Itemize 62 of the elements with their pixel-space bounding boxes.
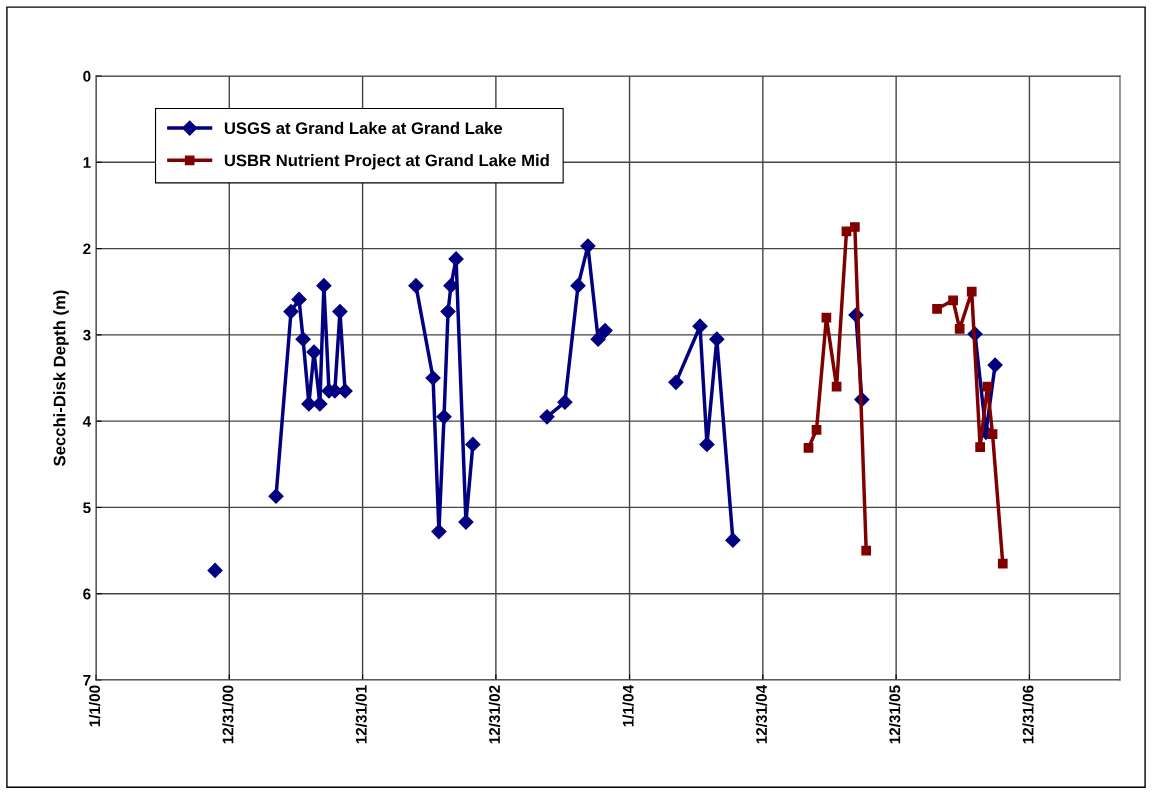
y-axis-title: Secchi-Disk Depth (m)	[53, 290, 69, 466]
point	[699, 436, 715, 453]
point	[597, 322, 613, 339]
point	[580, 238, 596, 254]
y-tick-label: 4	[82, 416, 92, 427]
point	[443, 278, 459, 294]
point	[283, 303, 299, 320]
point	[332, 303, 348, 320]
point	[301, 396, 317, 412]
point	[408, 278, 424, 294]
point	[458, 514, 474, 530]
point	[709, 331, 725, 347]
point	[948, 295, 958, 306]
point	[268, 488, 284, 504]
point	[436, 409, 452, 425]
point	[850, 222, 860, 232]
point	[431, 524, 447, 540]
point	[570, 278, 586, 294]
y-tick-label: 6	[83, 588, 91, 600]
x-tick-label: 12/31/02	[488, 685, 501, 744]
point	[932, 304, 942, 314]
point	[725, 532, 741, 548]
point	[987, 357, 1003, 373]
x-tick-label: 12/31/01	[355, 685, 367, 744]
y-tick-label: 5	[83, 502, 91, 514]
y-tick-label: 0	[83, 70, 91, 82]
point	[316, 278, 332, 294]
y-tick-label: 1	[83, 157, 91, 168]
x-tick-label: 1/1/04	[622, 684, 634, 727]
point	[295, 331, 311, 347]
point	[291, 291, 307, 308]
x-tick-label: 1/1/00	[88, 685, 101, 727]
x-tick-label: 12/31/05	[889, 685, 901, 744]
point	[841, 226, 852, 237]
point	[975, 442, 985, 452]
y-tick-label: 7	[83, 675, 91, 686]
point	[465, 436, 481, 453]
point	[692, 318, 708, 334]
y-tick-label: 2	[83, 243, 91, 255]
point	[425, 370, 441, 386]
point	[997, 558, 1008, 569]
point	[966, 286, 977, 297]
point	[811, 424, 822, 435]
point	[440, 303, 456, 320]
point	[539, 409, 555, 425]
point	[312, 396, 328, 412]
legend-label: USBR Nutrient Project at Grand Lake Mid	[224, 154, 549, 170]
point	[954, 323, 965, 334]
y-tick-label: 3	[82, 329, 91, 341]
x-tick-label: 12/31/06	[1022, 685, 1034, 744]
point	[207, 562, 223, 578]
point	[987, 429, 998, 439]
point	[668, 374, 684, 390]
point	[448, 251, 464, 267]
point	[861, 545, 872, 556]
point	[557, 394, 573, 410]
x-tick-label: 12/31/00	[222, 685, 234, 744]
x-tick-label: 12/31/04	[755, 684, 768, 744]
point	[803, 443, 814, 453]
point	[306, 344, 322, 360]
legend-label: USGS at Grand Lake at Grand Lake	[224, 121, 503, 135]
point	[590, 331, 606, 347]
